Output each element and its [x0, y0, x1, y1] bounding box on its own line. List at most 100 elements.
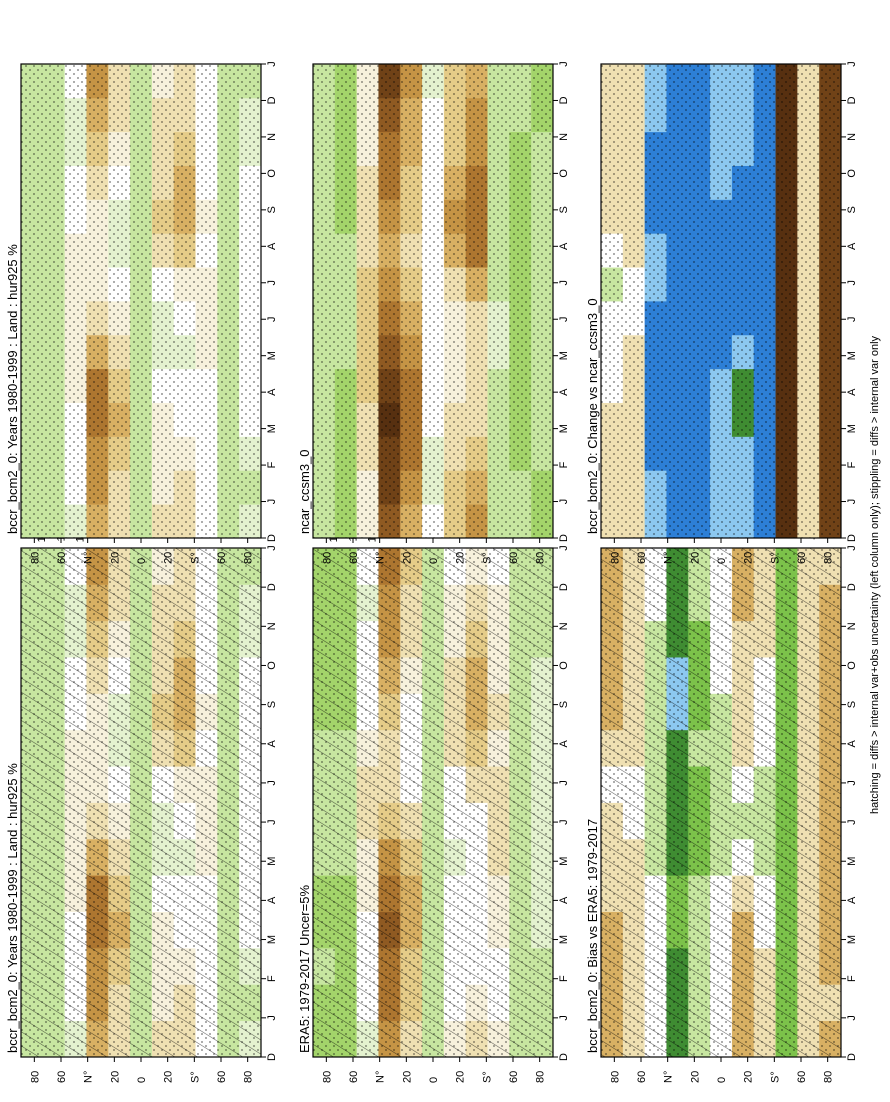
y-tick-label: 60 [796, 552, 808, 564]
x-tick-label: M [846, 935, 858, 944]
x-tick-label: N [558, 622, 570, 630]
y-tick-label: 80 [243, 1071, 255, 1083]
x-tick-label: A [846, 388, 858, 396]
stippling-overlay [313, 64, 553, 538]
y-tick-label: 20 [163, 552, 175, 564]
y-tick-label: N° [375, 552, 387, 564]
x-tick-label: D [266, 583, 278, 591]
y-tick-label: S° [769, 1071, 781, 1083]
y-tick-label: 80 [609, 552, 621, 564]
panel-title: ncar_ccsm3_0 [297, 449, 312, 534]
stippling-overlay [21, 64, 261, 538]
x-tick-label: M [846, 857, 858, 866]
x-tick-label: S [846, 206, 858, 213]
panel-row3-right: bccr_bcm2_0: Change vs ncar_ccsm3_0DJFMA… [585, 61, 858, 564]
y-tick-label: S° [769, 552, 781, 564]
x-tick-label: O [266, 661, 278, 670]
x-tick-label: M [266, 935, 278, 944]
y-tick-label: 60 [636, 1071, 648, 1083]
x-tick-label: M [846, 351, 858, 360]
x-tick-label: F [558, 975, 570, 982]
panel-title: bccr_bcm2_0: Years 1980-1999 : Land : hu… [5, 763, 20, 1053]
y-tick-label: 20 [401, 552, 413, 564]
y-tick-label: 0 [716, 1077, 728, 1083]
x-tick-label: S [558, 206, 570, 213]
x-tick-label: D [846, 1053, 858, 1061]
x-tick-label: N [846, 622, 858, 630]
x-tick-label: D [846, 583, 858, 591]
y-tick-label: 20 [401, 1071, 413, 1083]
x-tick-label: N [558, 133, 570, 141]
y-tick-label: 20 [455, 552, 467, 564]
x-tick-label: A [266, 242, 278, 250]
x-tick-label: J [846, 61, 858, 67]
y-tick-label: 20 [455, 1071, 467, 1083]
y-tick-label: 60 [348, 552, 360, 564]
panel-title: bccr_bcm2_0: Years 1980-1999 : Land : hu… [5, 244, 20, 534]
y-tick-label: 80 [243, 552, 255, 564]
x-tick-label: J [558, 61, 570, 67]
y-tick-label: 0 [136, 1077, 148, 1083]
y-tick-label: N° [83, 552, 95, 564]
x-tick-label: M [266, 857, 278, 866]
x-tick-label: J [266, 819, 278, 825]
x-tick-label: M [266, 424, 278, 433]
x-tick-label: J [558, 819, 570, 825]
x-tick-label: A [558, 896, 570, 904]
y-tick-label: 0 [136, 558, 148, 564]
x-tick-label: O [558, 169, 570, 178]
y-tick-label: 80 [609, 1071, 621, 1083]
hatching-overlay [21, 548, 261, 1057]
y-tick-label: 80 [321, 1071, 333, 1083]
x-tick-label: M [558, 935, 570, 944]
x-tick-label: S [266, 701, 278, 708]
x-tick-label: F [266, 461, 278, 468]
x-tick-label: J [266, 780, 278, 786]
y-tick-label: N° [663, 1071, 675, 1083]
y-tick-label: 60 [216, 552, 228, 564]
y-tick-label: 60 [636, 552, 648, 564]
y-tick-label: 60 [508, 1071, 520, 1083]
x-tick-label: J [266, 280, 278, 286]
panel-row3-left: bccr_bcm2_0: Bias vs ERA5: 1979-2017DJFM… [585, 497, 858, 1083]
x-tick-label: M [558, 857, 570, 866]
x-tick-label: J [558, 545, 570, 551]
y-tick-label: S° [189, 1071, 201, 1083]
panel-title: ERA5: 1979-2017 Uncer=5% [297, 885, 312, 1053]
hatching-overlay [313, 548, 553, 1057]
y-tick-label: 20 [163, 1071, 175, 1083]
x-tick-label: D [558, 1053, 570, 1061]
y-tick-label: 20 [743, 552, 755, 564]
x-tick-label: A [266, 388, 278, 396]
y-tick-label: 80 [535, 1071, 547, 1083]
x-tick-label: S [266, 206, 278, 213]
y-tick-label: 0 [428, 1077, 440, 1083]
y-tick-label: 80 [535, 552, 547, 564]
y-tick-label: 80 [823, 552, 835, 564]
y-tick-label: 0 [428, 558, 440, 564]
x-tick-label: M [846, 424, 858, 433]
y-tick-label: 80 [823, 1071, 835, 1083]
x-tick-label: N [266, 133, 278, 141]
x-tick-label: J [846, 499, 858, 505]
x-tick-label: O [846, 169, 858, 178]
x-tick-label: J [846, 780, 858, 786]
stippling-overlay [601, 64, 841, 538]
x-tick-label: S [558, 701, 570, 708]
x-tick-label: F [846, 975, 858, 982]
panel-row1-right: bccr_bcm2_0: Years 1980-1999 : Land : hu… [5, 61, 278, 564]
y-tick-label: N° [663, 552, 675, 564]
y-tick-label: 20 [743, 1071, 755, 1083]
x-tick-label: J [558, 1015, 570, 1021]
x-tick-label: J [846, 1015, 858, 1021]
y-tick-label: S° [481, 552, 493, 564]
y-tick-label: S° [481, 1071, 493, 1083]
x-tick-label: A [266, 739, 278, 747]
x-tick-label: N [266, 622, 278, 630]
y-tick-label: 80 [29, 552, 41, 564]
y-tick-label: N° [83, 1071, 95, 1083]
x-tick-label: J [266, 1015, 278, 1021]
x-tick-label: O [266, 169, 278, 178]
